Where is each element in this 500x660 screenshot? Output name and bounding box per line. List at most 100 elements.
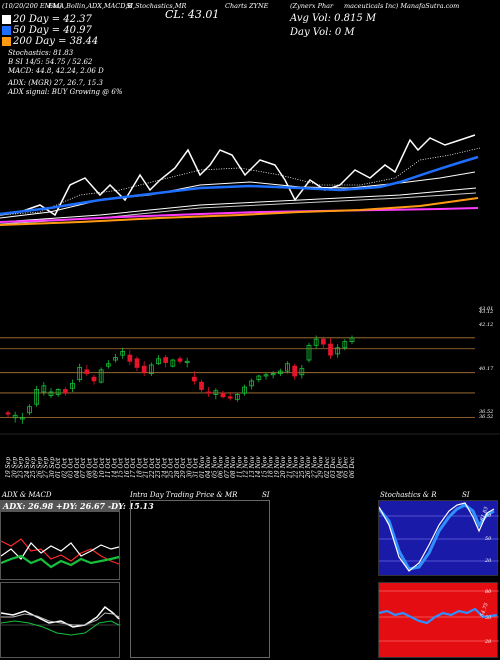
intraday-title: Intra Day Trading Price & MR (130, 491, 238, 499)
mr-line (379, 607, 498, 625)
candle (256, 374, 262, 383)
date-tick-label: 24 Sep (24, 457, 31, 479)
candle-body (220, 392, 226, 398)
header-mid-label: SI,Stochastics,MR (126, 2, 187, 10)
stoch-d-line (379, 503, 495, 571)
date-tick-label: 31 Oct (193, 457, 200, 478)
date-tick-label: 17 Oct (130, 457, 137, 478)
candle (263, 372, 269, 380)
candle-body (328, 343, 333, 356)
candle-body (177, 358, 183, 362)
candle-body (320, 338, 326, 345)
candle (313, 335, 319, 349)
legend-ema200: 200 Day = 38.44 (2, 36, 98, 47)
legend-macd: MACD: 44.8, 42.24, 2.06 D (8, 67, 104, 75)
date-tick-label: 23 Oct (155, 457, 162, 479)
candle-body (105, 363, 111, 367)
date-tick-label: 05 Nov (211, 456, 218, 478)
candle-body (77, 367, 83, 381)
header-indicators-label: EMA,Bollin,ADX,MACD,B (48, 2, 133, 10)
intraday-panel (130, 500, 270, 658)
ema20-line (0, 171, 476, 219)
avg-volume: Avg Vol: 0.815 M (290, 13, 377, 24)
date-tick-label: 24 Oct (161, 457, 168, 479)
candle (177, 356, 183, 364)
macd-histogram-line (1, 620, 120, 636)
candle-body (134, 358, 140, 368)
date-tick-label: 02 Oct (61, 457, 68, 478)
date-tick-label: 27 Nov (311, 456, 318, 479)
candle (55, 388, 61, 397)
ema200-swatch (2, 37, 11, 46)
ema20-label: 20 Day = 42.37 (13, 14, 92, 25)
macd-line (1, 605, 120, 628)
legend-adx-signal: ADX signal: BUY Growing @ 6% (8, 88, 123, 96)
date-tick-label: 05 Dec (343, 456, 350, 478)
date-tick-label: 01 Nov (199, 456, 206, 478)
candle (113, 353, 118, 363)
candle-body (84, 369, 90, 374)
candle-body (313, 338, 319, 346)
candle-body (170, 359, 176, 367)
candle-body (234, 394, 240, 400)
date-tick-label: 03 Dec (330, 456, 337, 478)
stoch-tick-50: 50 (485, 536, 492, 542)
candle (120, 347, 126, 359)
candle (199, 379, 204, 392)
stochastics-lines: 81.83 80 50 20 (379, 502, 499, 572)
legend-adx: ADX: (MGR) 27, 26.7, 15.3 (8, 79, 103, 87)
date-tick-label: 22 Oct (149, 457, 156, 479)
date-tick-label: 10 Oct (99, 457, 106, 478)
candle (77, 363, 83, 383)
candle (306, 342, 312, 363)
candle (163, 355, 169, 368)
candle-body (270, 373, 276, 376)
date-tick-label: 14 Oct (111, 457, 118, 478)
ema20-dotted-line (0, 147, 481, 216)
minus-di-line (1, 538, 120, 565)
macd-lines (1, 605, 121, 636)
date-tick-label: 30 Oct (186, 457, 193, 478)
candle-body (156, 358, 161, 365)
candle (19, 412, 25, 424)
date-tick-label: 21 Nov (286, 456, 293, 479)
stoch-k-line (379, 502, 495, 572)
candle-body (12, 414, 18, 419)
price-label: 36.52 (479, 414, 493, 420)
date-tick-label: 08 Nov (230, 456, 237, 478)
candle-body (113, 357, 118, 361)
candle (292, 363, 298, 380)
macd-panel (0, 582, 121, 658)
bb-lower-line (0, 207, 479, 223)
candle (148, 362, 154, 376)
macd-signal-line (1, 612, 120, 626)
candle (270, 371, 276, 379)
date-tick-label: 25 Nov (299, 456, 306, 479)
date-tick-label: 06 Nov (218, 456, 225, 478)
date-tick-label: 16 Oct (124, 457, 131, 478)
adx-values: ADX: 26.98 +DY: 26.67 -DY: 15.13 (3, 501, 154, 511)
close-price: CL: 43.01 (165, 8, 220, 21)
candle (349, 335, 355, 345)
price-label: 36.52 (479, 409, 493, 415)
date-tick-label: 27 Sep (43, 457, 50, 479)
candle-body (206, 391, 212, 394)
date-tick-label: 07 Oct (80, 457, 87, 478)
date-tick-label: 18 Oct (136, 457, 143, 478)
ema-lines (0, 134, 481, 226)
candle (84, 364, 90, 376)
date-tick-label: 30 Sep (49, 457, 56, 478)
candle (220, 390, 226, 399)
candle-body (285, 363, 290, 372)
date-tick-label: 26 Nov (305, 456, 312, 479)
price-label: 43.12 (478, 309, 493, 315)
date-tick-label: 18 Nov (268, 456, 275, 478)
candle (70, 379, 75, 392)
adx-macd-title: ADX & MACD (2, 491, 52, 499)
date-tick-label: 19 Nov (274, 456, 281, 478)
date-tick-label: 11 Oct (105, 457, 112, 478)
mr-tick-20: 20 (484, 639, 492, 645)
candle-body (184, 360, 190, 363)
